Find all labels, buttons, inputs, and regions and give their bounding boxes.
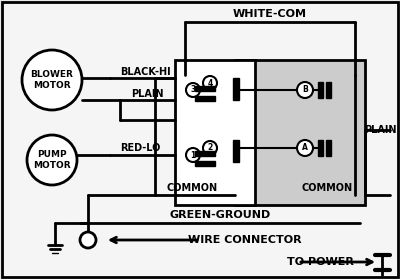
Bar [318,82,323,98]
Bar [195,96,215,101]
Circle shape [22,50,82,110]
Text: COMMON: COMMON [166,183,218,193]
Bar [326,82,331,98]
Text: PLAIN: PLAIN [131,89,163,99]
Bar [233,78,239,100]
Circle shape [80,232,96,248]
Circle shape [297,140,313,156]
Bar [318,140,323,156]
Circle shape [297,82,313,98]
Text: BLOWER
MOTOR: BLOWER MOTOR [30,70,74,90]
Text: 3: 3 [190,85,196,95]
Bar [235,60,365,205]
Bar [326,140,331,156]
Text: TO POWER: TO POWER [286,257,354,267]
Circle shape [203,76,217,90]
Text: RED-LO: RED-LO [120,143,160,153]
Text: GREEN-GROUND: GREEN-GROUND [169,210,271,220]
Bar [233,140,239,162]
Bar [175,60,255,205]
Text: 4: 4 [207,78,213,88]
Circle shape [203,141,217,155]
Bar [195,161,215,166]
Text: A: A [302,143,308,153]
Text: 1: 1 [190,150,196,160]
Text: PUMP
MOTOR: PUMP MOTOR [33,150,71,170]
Bar [195,151,215,156]
Text: B: B [302,85,308,95]
Text: WHITE-COM: WHITE-COM [233,9,307,19]
Circle shape [186,83,200,97]
Circle shape [186,148,200,162]
Text: COMMON: COMMON [302,183,352,193]
Circle shape [27,135,77,185]
Text: PLAIN: PLAIN [364,125,396,135]
Text: 2: 2 [207,143,213,153]
Text: WIRE CONNECTOR: WIRE CONNECTOR [188,235,302,245]
Bar [195,86,215,91]
Text: BLACK-HI: BLACK-HI [120,67,170,77]
